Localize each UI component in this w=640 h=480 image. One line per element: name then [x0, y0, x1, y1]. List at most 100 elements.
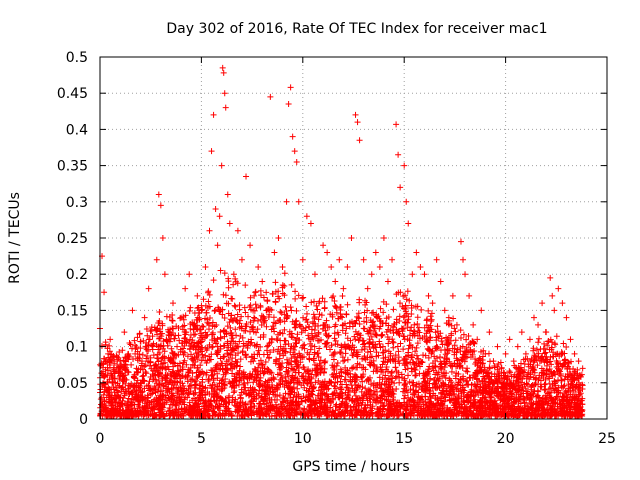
- data-point: [304, 349, 311, 356]
- data-point: [506, 368, 513, 375]
- data-point: [463, 368, 470, 375]
- data-point: [314, 306, 321, 313]
- data-point: [275, 293, 282, 300]
- data-point: [179, 366, 186, 373]
- data-point: [203, 371, 210, 378]
- data-point: [362, 385, 369, 392]
- data-point: [390, 306, 397, 313]
- data-point: [387, 327, 394, 334]
- data-point: [160, 383, 167, 390]
- data-point: [153, 341, 160, 348]
- data-point: [225, 284, 232, 291]
- data-point: [242, 282, 249, 289]
- data-point: [412, 348, 419, 355]
- data-point: [360, 325, 367, 332]
- data-point: [229, 355, 236, 362]
- data-point: [333, 362, 340, 369]
- data-point: [288, 281, 295, 288]
- data-point: [313, 371, 320, 378]
- data-point: [401, 395, 408, 402]
- data-point: [149, 404, 156, 411]
- data-point: [169, 317, 176, 324]
- data-point: [570, 387, 577, 394]
- data-point: [214, 336, 221, 343]
- data-point: [546, 365, 553, 372]
- data-point: [381, 402, 388, 409]
- data-point: [448, 368, 455, 375]
- data-point: [212, 307, 219, 314]
- data-point: [551, 340, 558, 347]
- data-point: [149, 333, 156, 340]
- data-point: [454, 346, 461, 353]
- data-point: [143, 326, 150, 333]
- data-point: [307, 340, 314, 347]
- data-point: [416, 324, 423, 331]
- data-point: [535, 339, 542, 346]
- data-point: [241, 304, 248, 311]
- data-point: [344, 356, 351, 363]
- data-point: [450, 315, 457, 322]
- data-point: [316, 311, 323, 318]
- data-point: [182, 338, 189, 345]
- data-point: [533, 346, 540, 353]
- data-point: [269, 290, 276, 297]
- data-point: [303, 303, 310, 310]
- data-point: [341, 357, 348, 364]
- data-point: [497, 359, 504, 366]
- data-point: [306, 323, 313, 330]
- data-point: [278, 309, 285, 316]
- data-point: [317, 357, 324, 364]
- data-point: [401, 336, 408, 343]
- data-point: [408, 302, 415, 309]
- data-point: [143, 346, 150, 353]
- data-point: [392, 364, 399, 371]
- data-point: [226, 319, 233, 326]
- data-point: [145, 382, 152, 389]
- data-point: [137, 338, 144, 345]
- data-point: [247, 358, 254, 365]
- data-point: [408, 353, 415, 360]
- data-point: [472, 355, 479, 362]
- data-point: [460, 331, 467, 338]
- data-point: [177, 315, 184, 322]
- data-point: [389, 338, 396, 345]
- data-point: [343, 310, 350, 317]
- data-point: [378, 332, 385, 339]
- data-point: [268, 369, 275, 376]
- data-point: [535, 335, 542, 342]
- data-point: [414, 340, 421, 347]
- data-point: [299, 295, 306, 302]
- data-point: [187, 304, 194, 311]
- data-point: [310, 311, 317, 318]
- data-point: [405, 372, 412, 379]
- data-point: [549, 339, 556, 346]
- data-point: [396, 313, 403, 320]
- data-point: [142, 368, 149, 375]
- data-point: [200, 296, 207, 303]
- data-point: [478, 348, 485, 355]
- data-point: [282, 303, 289, 310]
- data-point: [150, 352, 157, 359]
- data-point: [282, 349, 289, 356]
- data-point: [418, 306, 425, 313]
- data-point: [128, 361, 135, 368]
- data-point: [354, 331, 361, 338]
- data-point: [414, 303, 421, 310]
- data-points: [97, 64, 586, 420]
- data-point: [558, 376, 565, 383]
- data-point: [486, 365, 493, 372]
- data-point: [155, 335, 162, 342]
- data-point: [156, 309, 163, 316]
- data-point: [383, 315, 390, 322]
- data-point: [344, 301, 351, 308]
- data-point: [452, 337, 459, 344]
- data-point: [247, 294, 254, 301]
- data-point: [307, 346, 314, 353]
- data-point: [332, 385, 339, 392]
- data-point: [210, 277, 217, 284]
- data-point: [339, 292, 346, 299]
- data-point: [448, 322, 455, 329]
- data-point: [106, 342, 113, 349]
- data-point: [313, 302, 320, 309]
- data-point: [284, 356, 291, 363]
